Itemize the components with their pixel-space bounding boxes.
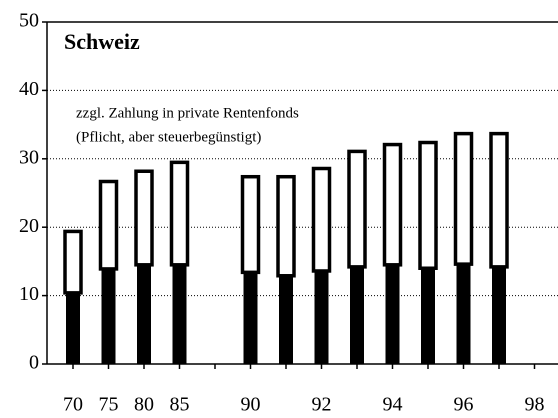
bar-segment (347, 149, 367, 269)
bar-segment (243, 272, 258, 364)
y-tick-label: 40 (19, 78, 39, 100)
y-tick-label: 20 (19, 215, 39, 237)
x-tick-label: 80 (134, 394, 154, 416)
x-tick-label: 92 (312, 394, 332, 416)
bar-segment (314, 270, 329, 364)
bar-segment (101, 268, 116, 364)
bar-segment (279, 275, 293, 364)
annotation: zzgl. Zahlung in private Rentenfonds (76, 105, 299, 121)
y-tick-label: 50 (19, 10, 39, 32)
bar-segment (418, 140, 438, 270)
x-tick-label: 70 (63, 394, 83, 416)
bar-segment (63, 229, 83, 295)
bar-segment (276, 174, 296, 278)
y-tick-label: 0 (29, 352, 39, 374)
y-tick-label: 30 (19, 146, 39, 168)
bar-segment (240, 174, 261, 275)
bar-segment (66, 292, 80, 364)
bar-segment (311, 166, 332, 273)
x-tick-label: 98 (525, 394, 545, 416)
bar-segment (382, 142, 403, 267)
annotation: (Pflicht, aber steuerbegünstigt) (76, 129, 261, 145)
bar-segment (385, 264, 400, 364)
x-tick-label: 75 (99, 394, 119, 416)
bar-segment (172, 264, 187, 364)
x-tick-label: 94 (383, 394, 403, 416)
bar-segment (169, 160, 190, 267)
y-tick-label: 10 (19, 283, 39, 305)
x-tick-label: 96 (454, 394, 474, 416)
bar-segment (456, 264, 471, 364)
bar-segment (489, 131, 509, 269)
bar-segment (421, 268, 435, 364)
bar-segment (137, 264, 151, 364)
x-tick-label: 85 (170, 394, 190, 416)
chart-title: Schweiz (64, 29, 140, 54)
bar-segment (453, 131, 474, 266)
bar-segment (98, 179, 119, 271)
bar-segment (350, 266, 364, 364)
x-tick-label: 90 (241, 394, 261, 416)
bar-segment (492, 266, 506, 364)
bar-segment (134, 169, 154, 267)
